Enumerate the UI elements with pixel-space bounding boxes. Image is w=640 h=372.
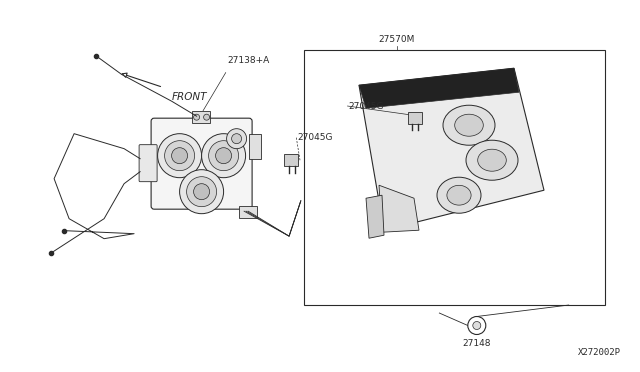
Ellipse shape [437,177,481,213]
FancyBboxPatch shape [139,145,157,182]
Circle shape [232,134,242,144]
Circle shape [193,184,210,200]
Ellipse shape [454,114,483,136]
Circle shape [172,148,188,164]
Bar [249,134,261,159]
Ellipse shape [447,185,471,205]
Text: X272002P: X272002P [578,348,621,357]
Circle shape [202,134,246,178]
Circle shape [193,114,200,120]
Circle shape [468,317,486,334]
Text: 27045G: 27045G [349,102,384,110]
Ellipse shape [443,105,495,145]
Circle shape [216,148,232,164]
Circle shape [473,321,481,330]
Text: 27045G: 27045G [298,133,333,142]
Text: 27138+A: 27138+A [227,56,269,65]
Polygon shape [359,68,519,108]
Circle shape [227,129,246,149]
Bar [191,111,210,123]
Text: 27570M: 27570M [379,35,415,44]
Polygon shape [366,195,384,238]
Circle shape [187,177,216,207]
Ellipse shape [477,149,506,171]
FancyBboxPatch shape [151,118,252,209]
Bar [284,154,298,166]
Circle shape [157,134,202,178]
Circle shape [209,141,239,171]
Circle shape [204,114,210,120]
Bar [239,206,257,218]
Circle shape [164,141,195,171]
Circle shape [180,170,223,214]
Bar [304,50,605,305]
Ellipse shape [466,140,518,180]
Text: FRONT: FRONT [172,92,207,102]
Bar [408,112,422,124]
Polygon shape [379,185,419,232]
Polygon shape [359,68,544,230]
Text: 27148: 27148 [463,340,491,349]
